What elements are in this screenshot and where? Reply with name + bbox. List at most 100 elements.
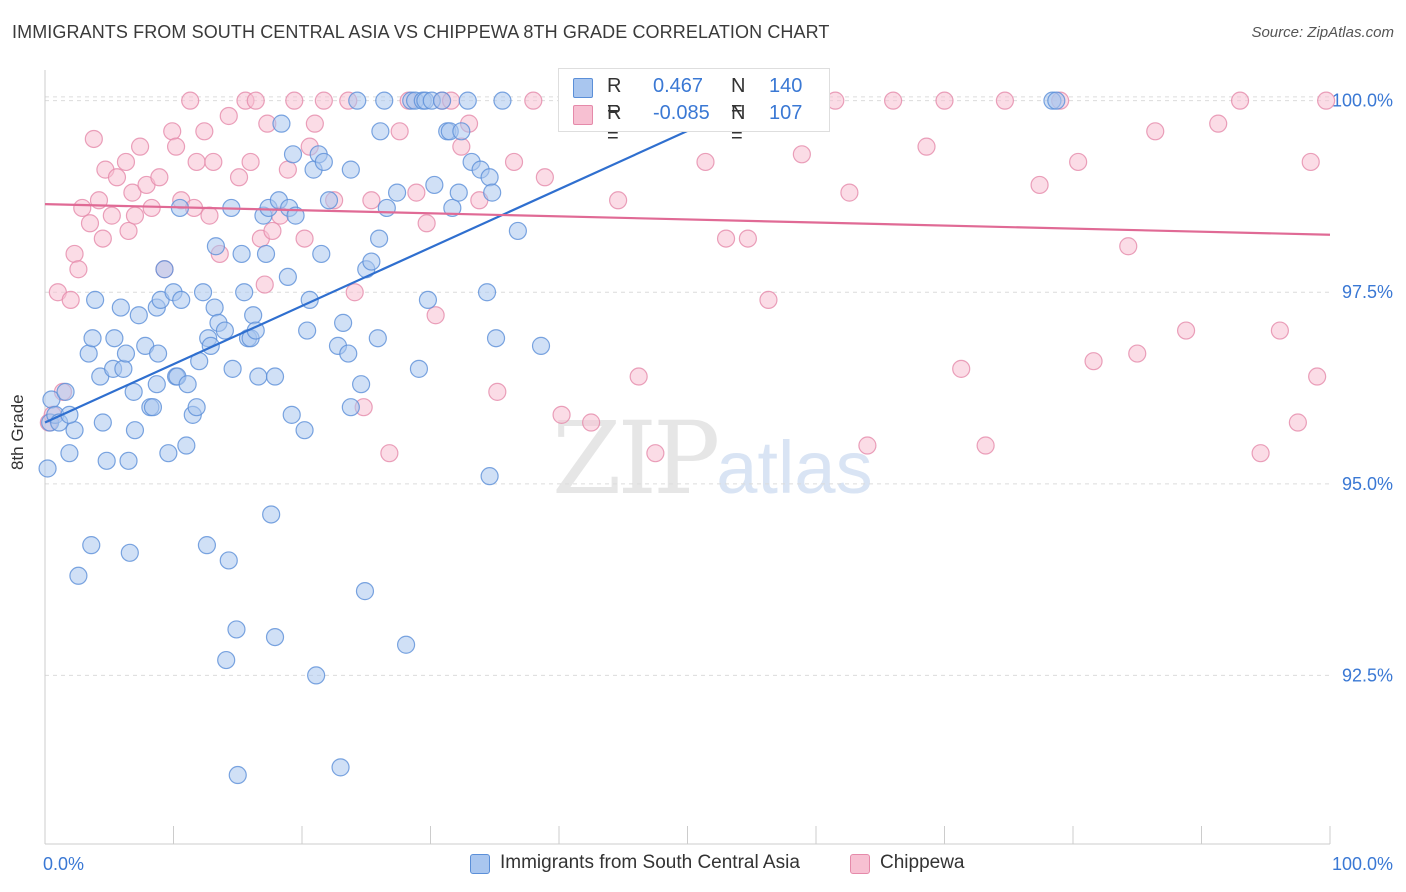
blue-point xyxy=(38,459,57,478)
blue-point xyxy=(178,375,197,394)
pink-point xyxy=(84,129,103,149)
pink-point xyxy=(1119,237,1138,256)
pink-point xyxy=(1317,91,1336,110)
blue-point xyxy=(65,421,84,440)
blue-point xyxy=(172,290,191,310)
blue-point xyxy=(244,306,263,325)
blue-point xyxy=(116,344,136,363)
pink-point xyxy=(1301,152,1320,172)
pink-point xyxy=(181,91,200,110)
pink-point xyxy=(278,160,297,179)
blue-point xyxy=(362,252,381,271)
pink-point xyxy=(1209,114,1228,133)
pink-point xyxy=(380,444,399,463)
pink-point xyxy=(362,191,381,210)
blue-point xyxy=(82,536,101,555)
blue-point xyxy=(249,367,268,386)
blue-point xyxy=(452,122,471,141)
y-tick-label: 100.0% xyxy=(1332,91,1393,111)
pink-point xyxy=(582,413,601,432)
blue-point xyxy=(232,244,251,264)
pink-point xyxy=(935,91,954,110)
pink-swatch xyxy=(850,854,870,874)
blue-point xyxy=(493,91,512,110)
blue-point xyxy=(477,283,497,302)
pink-point xyxy=(1030,175,1049,195)
blue-point xyxy=(278,267,297,287)
blue-point xyxy=(111,298,130,317)
blue-point xyxy=(143,398,163,417)
blue-point xyxy=(206,237,226,256)
pink-point xyxy=(255,275,274,294)
blue-point xyxy=(1047,91,1066,110)
blue-point xyxy=(370,229,389,248)
pink-point xyxy=(150,168,169,187)
pink-point xyxy=(1084,352,1103,371)
r-value: 0.467 xyxy=(653,75,704,97)
pink-trend-line xyxy=(44,203,1331,236)
pink-point xyxy=(1146,122,1165,141)
blue-point xyxy=(341,398,360,417)
pink-point xyxy=(1251,444,1270,463)
n-label: N = xyxy=(731,102,746,147)
blue-point xyxy=(147,375,166,394)
pink-point xyxy=(187,152,206,172)
pink-point xyxy=(204,152,223,172)
blue-point xyxy=(348,91,367,110)
pink-point xyxy=(219,106,238,126)
blue-point xyxy=(458,91,477,110)
pink-point xyxy=(73,198,92,218)
pink-point xyxy=(80,214,100,233)
blue-point xyxy=(480,467,499,486)
blue-swatch xyxy=(470,854,490,874)
blue-point xyxy=(120,543,139,562)
pink-point xyxy=(125,206,145,225)
blue-point xyxy=(60,444,79,463)
blue-point xyxy=(265,627,285,647)
pink-point xyxy=(246,91,265,110)
blue-point xyxy=(396,635,416,654)
pink-point xyxy=(1128,344,1147,363)
pink-point xyxy=(716,229,736,248)
blue-point xyxy=(387,183,407,202)
pink-point xyxy=(345,283,364,302)
blue-point xyxy=(205,298,224,317)
n-value: 107 xyxy=(769,102,803,124)
blue-point xyxy=(262,505,281,524)
blue-point xyxy=(215,321,234,340)
blue-point xyxy=(97,451,116,470)
legend-label: Immigrants from South Central Asia xyxy=(500,852,800,873)
blue-point xyxy=(193,283,213,302)
blue-point xyxy=(56,382,75,401)
pink-point xyxy=(840,183,859,202)
blue-point xyxy=(483,183,502,202)
pink-point xyxy=(130,137,150,156)
pink-point xyxy=(738,229,757,248)
pink-point xyxy=(65,244,84,264)
blue-point xyxy=(256,244,276,264)
blue-point xyxy=(371,122,390,141)
pink-point xyxy=(1270,321,1289,340)
pink-point xyxy=(314,91,333,110)
pink-point xyxy=(407,183,426,202)
pink-point xyxy=(976,436,995,455)
blue-point xyxy=(368,329,387,348)
pink-point xyxy=(93,229,112,248)
blue-point xyxy=(227,620,246,639)
blue-point xyxy=(339,344,358,363)
blue-point xyxy=(93,413,112,432)
blue-point xyxy=(283,145,303,164)
pink-point xyxy=(759,290,778,310)
blue-point xyxy=(480,168,499,187)
blue-point xyxy=(217,650,236,670)
blue-point xyxy=(375,91,394,110)
pink-swatch xyxy=(573,105,593,125)
y-tick-label: 92.5% xyxy=(1342,665,1393,685)
x-tick-label: 0.0% xyxy=(43,854,84,874)
blue-trend-line xyxy=(44,91,772,424)
pink-point xyxy=(1230,91,1250,110)
blue-point xyxy=(418,290,438,310)
pink-point xyxy=(552,405,571,424)
pink-point xyxy=(200,206,219,225)
pink-point xyxy=(417,214,436,233)
